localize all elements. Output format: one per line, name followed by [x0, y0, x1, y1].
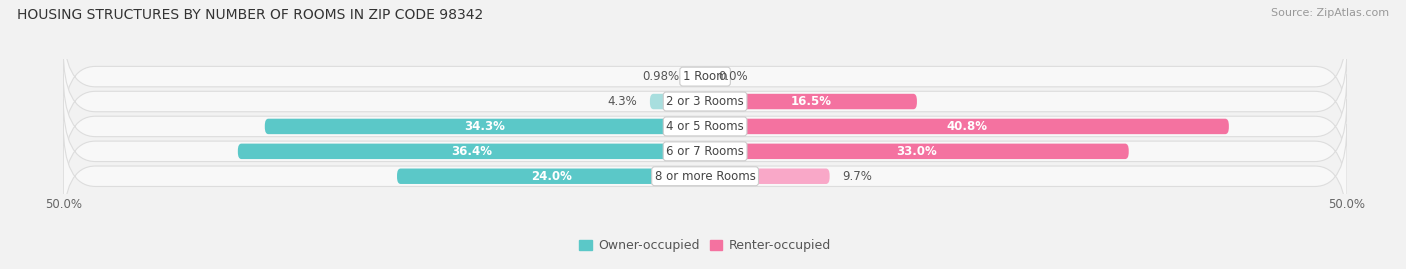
- FancyBboxPatch shape: [396, 168, 704, 184]
- Text: 8 or more Rooms: 8 or more Rooms: [655, 170, 755, 183]
- Text: Source: ZipAtlas.com: Source: ZipAtlas.com: [1271, 8, 1389, 18]
- Text: 36.4%: 36.4%: [451, 145, 492, 158]
- Text: 24.0%: 24.0%: [530, 170, 571, 183]
- FancyBboxPatch shape: [704, 168, 830, 184]
- Text: HOUSING STRUCTURES BY NUMBER OF ROOMS IN ZIP CODE 98342: HOUSING STRUCTURES BY NUMBER OF ROOMS IN…: [17, 8, 484, 22]
- Legend: Owner-occupied, Renter-occupied: Owner-occupied, Renter-occupied: [575, 234, 835, 257]
- FancyBboxPatch shape: [63, 74, 1347, 179]
- Text: 33.0%: 33.0%: [897, 145, 938, 158]
- FancyBboxPatch shape: [63, 124, 1347, 228]
- Text: 2 or 3 Rooms: 2 or 3 Rooms: [666, 95, 744, 108]
- FancyBboxPatch shape: [63, 49, 1347, 154]
- FancyBboxPatch shape: [704, 144, 1129, 159]
- Text: 4 or 5 Rooms: 4 or 5 Rooms: [666, 120, 744, 133]
- Text: 0.0%: 0.0%: [718, 70, 748, 83]
- Text: 1 Room: 1 Room: [683, 70, 727, 83]
- FancyBboxPatch shape: [650, 94, 704, 109]
- FancyBboxPatch shape: [704, 119, 1229, 134]
- Text: 40.8%: 40.8%: [946, 120, 987, 133]
- Text: 4.3%: 4.3%: [607, 95, 637, 108]
- Text: 9.7%: 9.7%: [842, 170, 872, 183]
- FancyBboxPatch shape: [264, 119, 704, 134]
- FancyBboxPatch shape: [704, 94, 917, 109]
- Text: 16.5%: 16.5%: [790, 95, 831, 108]
- FancyBboxPatch shape: [238, 144, 704, 159]
- FancyBboxPatch shape: [693, 69, 704, 84]
- Text: 6 or 7 Rooms: 6 or 7 Rooms: [666, 145, 744, 158]
- Text: 34.3%: 34.3%: [464, 120, 505, 133]
- Text: 0.98%: 0.98%: [643, 70, 679, 83]
- FancyBboxPatch shape: [63, 99, 1347, 203]
- FancyBboxPatch shape: [63, 24, 1347, 129]
